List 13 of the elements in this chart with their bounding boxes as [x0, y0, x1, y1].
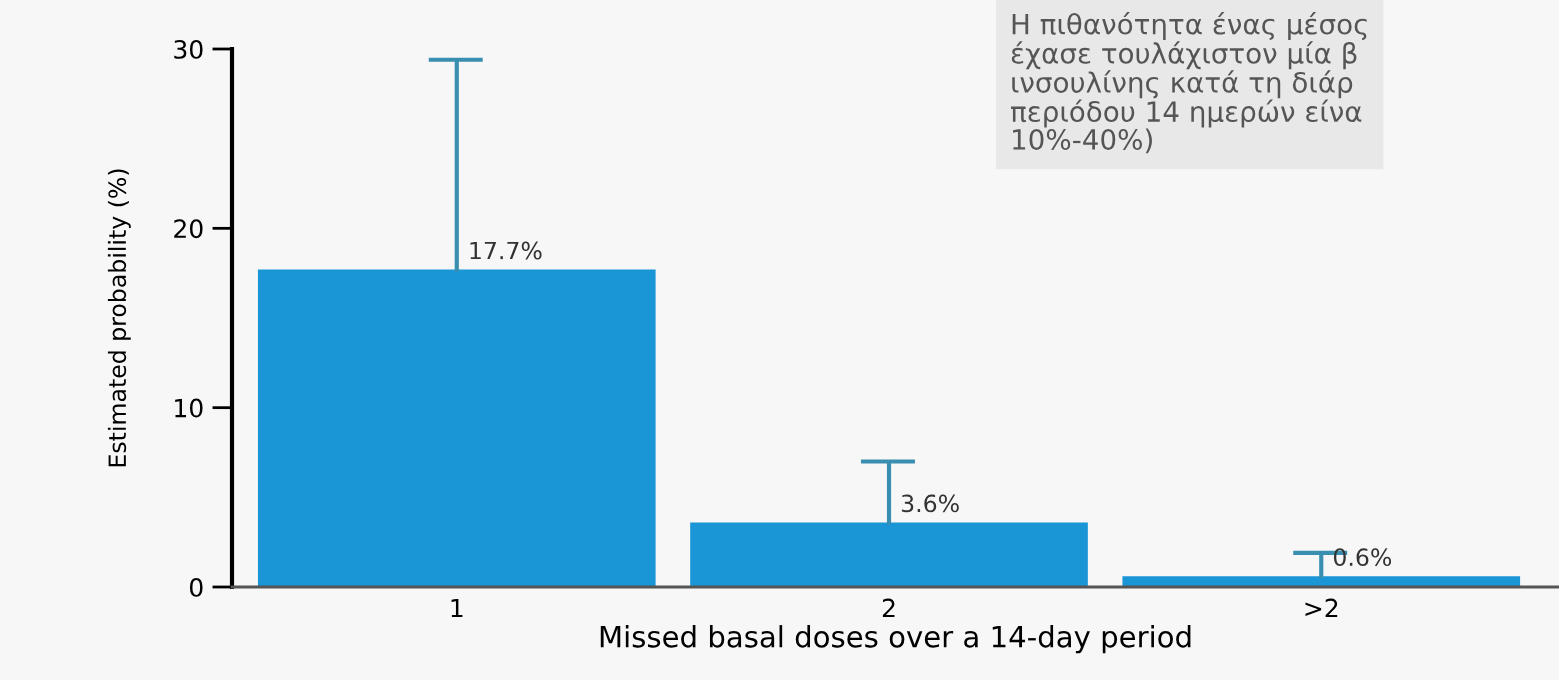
x-tick-label: 2: [882, 598, 895, 618]
y-axis-title: Estimated probability (%): [107, 169, 131, 467]
x-tick-label: >2: [1305, 598, 1338, 618]
y-tick-label: 0: [189, 577, 203, 597]
x-tick-label: 1: [451, 598, 463, 618]
y-tick-label: 20: [174, 219, 203, 239]
data-label: 3.6%: [901, 494, 959, 513]
x-axis-title: Missed basal doses over a 14-day period: [600, 625, 1191, 654]
data-label: 0.6%: [1333, 548, 1392, 567]
data-label: 17.7%: [470, 241, 542, 260]
y-tick-label: 10: [175, 398, 203, 418]
annotation: Η πιθανότητα ένας μέσος έχασε τουλάχιστον μία β ινσουλίνης κατά τη διάρ περιόδου 14 ημερών είνα 10%-40%): [1011, 12, 1367, 154]
y-tick-label: 30: [174, 39, 203, 59]
